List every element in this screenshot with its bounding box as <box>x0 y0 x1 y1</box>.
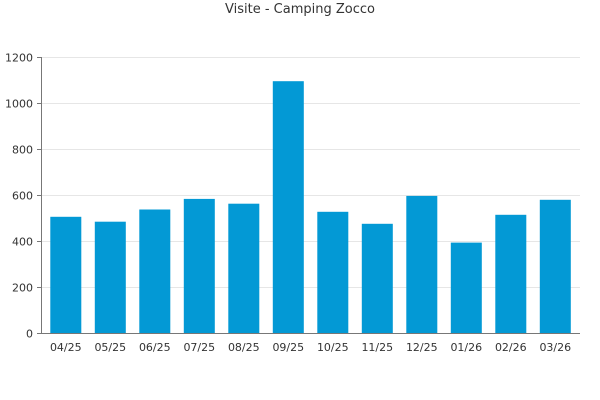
x-tick-label: 09/25 <box>272 341 304 354</box>
bar-08-25 <box>228 203 260 333</box>
axes <box>37 57 580 334</box>
gridlines <box>41 57 580 288</box>
x-tick-label: 05/25 <box>94 341 126 354</box>
x-tick-label: 08/25 <box>228 341 260 354</box>
bar-05-25 <box>94 221 126 333</box>
x-tick-label: 04/25 <box>50 341 82 354</box>
x-tick-label: 01/26 <box>450 341 482 354</box>
x-tick-label: 12/25 <box>406 341 438 354</box>
x-tick-label: 02/26 <box>495 341 527 354</box>
x-tick-label: 07/25 <box>183 341 215 354</box>
y-tick-label: 1000 <box>5 98 33 111</box>
bar-02-26 <box>495 214 527 333</box>
bar-03-26 <box>539 199 571 333</box>
bar-04-25 <box>50 216 82 333</box>
bar-07-25 <box>183 198 215 333</box>
y-tick-label: 600 <box>12 190 33 203</box>
y-tick-labels: 0 200 400 600 800 1000 1200 <box>5 52 33 341</box>
y-tick-label: 200 <box>12 282 33 295</box>
x-tick-label: 03/26 <box>539 341 571 354</box>
chart-title: Visite - Camping Zocco <box>225 2 375 17</box>
bar-06-25 <box>139 209 171 333</box>
y-tick-label: 800 <box>12 144 33 157</box>
bar-10-25 <box>317 211 349 333</box>
bar-09-25 <box>272 81 304 333</box>
bar-11-25 <box>361 223 393 334</box>
y-tick-label: 1200 <box>5 52 33 65</box>
y-tick-label: 0 <box>26 328 33 341</box>
bar-01-26 <box>450 242 482 333</box>
x-tick-labels: 04/25 05/25 06/25 07/25 08/25 09/25 10/25 11/25… <box>50 341 571 354</box>
y-tick-label: 400 <box>12 236 33 249</box>
x-tick-label: 06/25 <box>139 341 171 354</box>
x-tick-label: 11/25 <box>361 341 393 354</box>
bars <box>50 81 571 334</box>
bar-12-25 <box>406 195 438 333</box>
x-tick-label: 10/25 <box>317 341 349 354</box>
